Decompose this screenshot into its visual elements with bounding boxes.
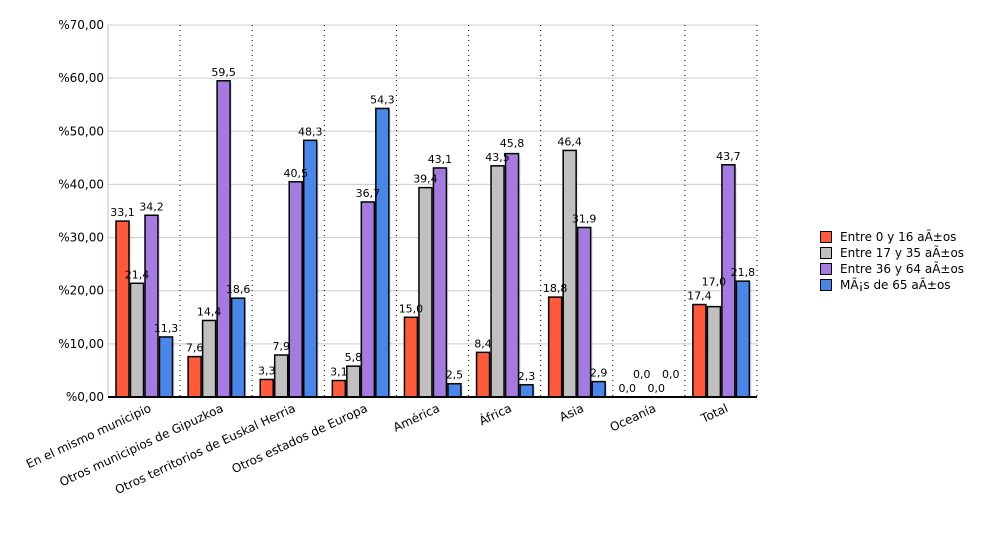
bar [562,149,577,398]
legend-label: Entre 0 y 16 aÃ±os [840,230,957,244]
bar [447,382,462,398]
bar [706,305,722,398]
legend-swatch [820,279,832,291]
legend-label: Entre 17 y 35 aÃ±os [840,246,965,260]
data-label: 33,1 [110,206,135,219]
legend-swatch [820,231,832,243]
data-label: 3,1 [330,366,348,379]
bar [547,296,563,398]
data-label: 8,4 [474,337,492,350]
data-label: 11,3 [154,322,179,335]
data-label: 43,5 [485,151,510,164]
y-tick-label: %50,00 [58,124,104,138]
data-label: 18,6 [226,283,251,296]
data-label: 0,0 [633,368,651,381]
legend: Entre 0 y 16 aÃ±os Entre 17 y 35 aÃ±os Ent… [820,229,964,293]
data-label: 14,4 [197,305,222,318]
bar [735,280,751,398]
bar [360,201,376,398]
x-tick-label: América [391,401,442,435]
y-tick-label: %0,00 [66,390,104,404]
data-label: 36,7 [356,187,381,200]
y-tick-label: %60,00 [58,71,104,85]
data-label: 43,7 [716,150,741,163]
data-label: 21,8 [731,266,756,279]
data-label: 2,3 [518,370,536,383]
y-tick-label: %10,00 [58,337,104,351]
data-label: 21,4 [125,268,150,281]
legend-item: MÃ¡s de 65 aÃ±os [820,277,964,293]
x-tick-label: Asia [557,401,586,424]
data-label: 18,8 [543,282,568,295]
y-tick-label: %20,00 [58,284,104,298]
bar [158,336,174,398]
bar [230,297,246,398]
data-label: 7,6 [186,342,204,355]
bar [288,181,303,398]
data-label: 59,5 [211,66,236,79]
data-label: 15,0 [399,302,424,315]
bar [490,165,505,398]
data-label: 17,4 [687,290,712,303]
bar [346,365,361,398]
bar [591,380,606,398]
bar [201,319,217,398]
bar [129,282,145,398]
data-label: 45,8 [500,137,525,150]
x-tick-label: Total [698,401,730,426]
data-label: 0,0 [619,382,637,395]
data-label: 2,5 [446,369,464,382]
bar [519,384,534,398]
bar [331,379,347,398]
bar [576,226,592,398]
x-tick-label: Otros estados de Europa [230,401,370,476]
data-label: 54,3 [370,93,395,106]
bar [187,355,202,398]
bar [115,220,130,398]
data-label: 0,0 [648,382,666,395]
x-tick-label: África [477,400,514,428]
y-tick-label: %40,00 [58,177,104,191]
x-tick-label: Oceanía [608,401,658,434]
data-label: 43,1 [428,153,453,166]
data-label: 3,3 [258,364,276,377]
bar [432,167,448,398]
bar [216,80,231,398]
data-label: 39,4 [413,173,438,186]
legend-item: Entre 0 y 16 aÃ±os [820,229,964,245]
bar [273,354,289,398]
legend-swatch [820,247,832,259]
legend-item: Entre 17 y 35 aÃ±os [820,245,964,261]
bar [692,303,707,398]
legend-label: Entre 36 y 64 aÃ±os [840,262,965,276]
bar [259,378,274,398]
data-label: 34,2 [139,200,164,213]
bar [375,107,390,398]
bar [475,351,491,398]
data-label: 7,9 [272,340,290,353]
bar [144,214,159,398]
legend-label: MÃ¡s de 65 aÃ±os [840,278,951,292]
legend-swatch [820,263,832,275]
bar [403,316,419,398]
data-label: 40,5 [283,167,308,180]
bar [418,186,433,398]
data-label: 5,8 [345,351,363,364]
legend-item: Entre 36 y 64 aÃ±os [820,261,964,277]
data-label: 17,0 [702,276,727,289]
data-label: 46,4 [557,135,582,148]
x-tick-label: En el mismo municipio [24,401,153,471]
data-label: 31,9 [572,212,597,225]
data-label: 48,3 [298,125,323,138]
y-tick-label: %30,00 [58,231,104,245]
bar [504,152,520,398]
data-label: 0,0 [662,368,680,381]
y-tick-label: %70,00 [58,18,104,32]
data-label: 2,9 [590,367,608,380]
